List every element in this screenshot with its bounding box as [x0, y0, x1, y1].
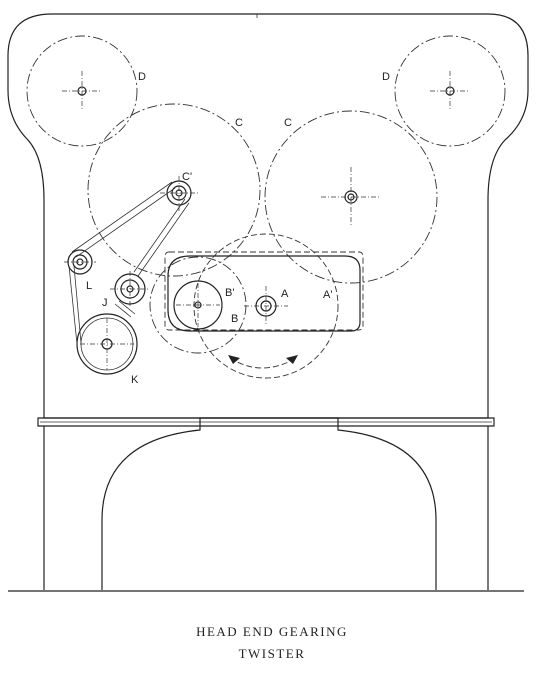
chain-run-3: [68, 265, 82, 345]
frame-ledge: [37, 417, 495, 427]
gear-d-left-centerline: [62, 71, 102, 111]
label-k: K: [131, 374, 139, 386]
label-a-prime: A': [323, 289, 332, 301]
chain-run-2: [133, 198, 190, 277]
sprocket-k-centerline: [80, 318, 134, 370]
label-b: B: [231, 313, 238, 325]
swing-arrow-right: [286, 355, 298, 364]
head-end-gearing-diagram: D D C C C' L J K A' A B': [7, 13, 529, 592]
label-c-right: C: [284, 117, 292, 129]
sprocket-j-centerline: [110, 271, 150, 307]
label-j: J: [102, 297, 108, 309]
label-c-left: C: [235, 117, 243, 129]
chain-run-4: [114, 300, 136, 318]
gear-c-right-centerline: [321, 167, 381, 227]
caption-subtitle: TWISTER: [238, 646, 306, 661]
gear-d-left: [26, 35, 138, 147]
swing-arc: [229, 357, 297, 369]
label-b-prime: B': [225, 287, 234, 299]
swing-arm: [167, 255, 361, 332]
base-arch: [101, 417, 437, 590]
label-d-right: D: [382, 71, 390, 83]
gear-a-centerline: [244, 286, 288, 326]
chain-run-1: [71, 181, 176, 258]
bracket-plate-dashed: [164, 251, 364, 331]
gear-c-right: [264, 110, 438, 284]
gear-b-prime: [149, 256, 247, 354]
base-outline: [43, 426, 489, 590]
gear-b: [173, 280, 223, 330]
gear-b-centerline: [176, 283, 220, 327]
gear-d-right: [394, 35, 506, 147]
sprocket-c-prime-centerline: [160, 176, 200, 212]
swing-arrow-left: [228, 355, 240, 364]
gear-d-right-centerline: [430, 71, 470, 111]
label-l: L: [86, 280, 92, 292]
gear-a-prime: [193, 233, 339, 379]
label-a: A: [281, 288, 289, 300]
label-c-prime: C': [182, 171, 192, 183]
label-d-left: D: [138, 71, 146, 83]
caption-title: HEAD END GEARING: [196, 624, 348, 639]
gear-c-left: [87, 103, 261, 277]
